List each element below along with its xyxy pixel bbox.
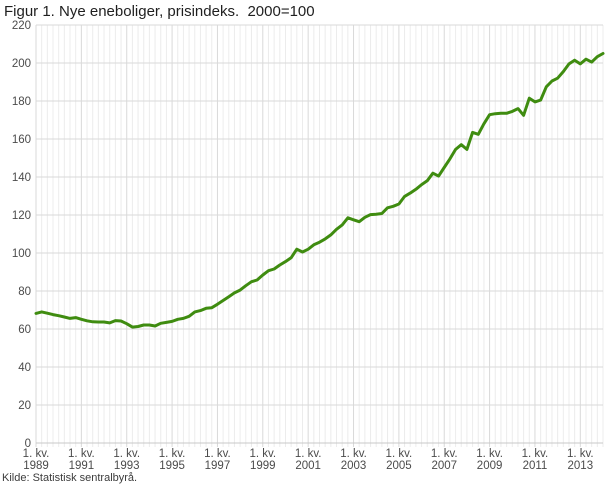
x-axis-tick-label-year: 1993 [114, 460, 140, 472]
x-axis-tick-label-quarter: 1. kv. [340, 448, 367, 460]
x-axis-tick-label-year: 1989 [23, 460, 49, 472]
y-axis-tick-label: 0 [25, 438, 31, 450]
x-axis-tick-label-year: 2007 [431, 460, 457, 472]
x-axis-tick-label-year: 2003 [341, 460, 367, 472]
y-axis-tick-label: 180 [12, 96, 31, 108]
y-axis-tick-label: 80 [18, 286, 31, 298]
x-axis-tick-label-year: 1999 [250, 460, 276, 472]
x-axis-tick-label-year: 2013 [568, 460, 594, 472]
x-axis-tick-label-quarter: 1. kv. [567, 448, 594, 460]
source-caption: Kilde: Statistisk sentralbyrå. [2, 472, 138, 484]
x-axis-tick-label-quarter: 1. kv. [431, 448, 458, 460]
x-axis-tick-label-quarter: 1. kv. [522, 448, 549, 460]
x-axis-tick-label-quarter: 1. kv. [386, 448, 413, 460]
x-axis-tick-label-year: 1991 [69, 460, 95, 472]
y-axis-tick-label: 20 [18, 400, 31, 412]
x-axis-tick-label-quarter: 1. kv. [204, 448, 231, 460]
y-axis-tick-label: 40 [18, 362, 31, 374]
y-axis-tick-label: 160 [12, 134, 31, 146]
x-axis-tick-label-quarter: 1. kv. [68, 448, 95, 460]
x-axis-tick-label-year: 1997 [205, 460, 231, 472]
y-axis-tick-label: 200 [12, 58, 31, 70]
x-axis-tick-label-year: 1995 [159, 460, 185, 472]
y-axis-tick-label: 220 [12, 20, 31, 32]
x-axis-tick-label-year: 2009 [477, 460, 503, 472]
x-axis-tick-label-quarter: 1. kv. [295, 448, 322, 460]
chart-title: Figur 1. Nye eneboliger, prisindeks. 200… [4, 3, 315, 20]
x-axis-tick-label-quarter: 1. kv. [476, 448, 503, 460]
x-axis-tick-label-quarter: 1. kv. [23, 448, 50, 460]
x-axis-tick-label-year: 2005 [386, 460, 412, 472]
y-axis-tick-label: 60 [18, 324, 31, 336]
x-axis-tick-label-quarter: 1. kv. [249, 448, 276, 460]
x-axis-tick-label-quarter: 1. kv. [159, 448, 186, 460]
x-axis-tick-label-year: 2011 [523, 460, 548, 472]
y-axis-tick-label: 140 [12, 172, 31, 184]
x-axis-tick-label-year: 2001 [295, 460, 321, 472]
y-axis-tick-label: 120 [12, 210, 31, 222]
price-index-line [34, 52, 605, 329]
y-axis-tick-label: 100 [12, 248, 31, 260]
x-axis-tick-label-quarter: 1. kv. [113, 448, 140, 460]
